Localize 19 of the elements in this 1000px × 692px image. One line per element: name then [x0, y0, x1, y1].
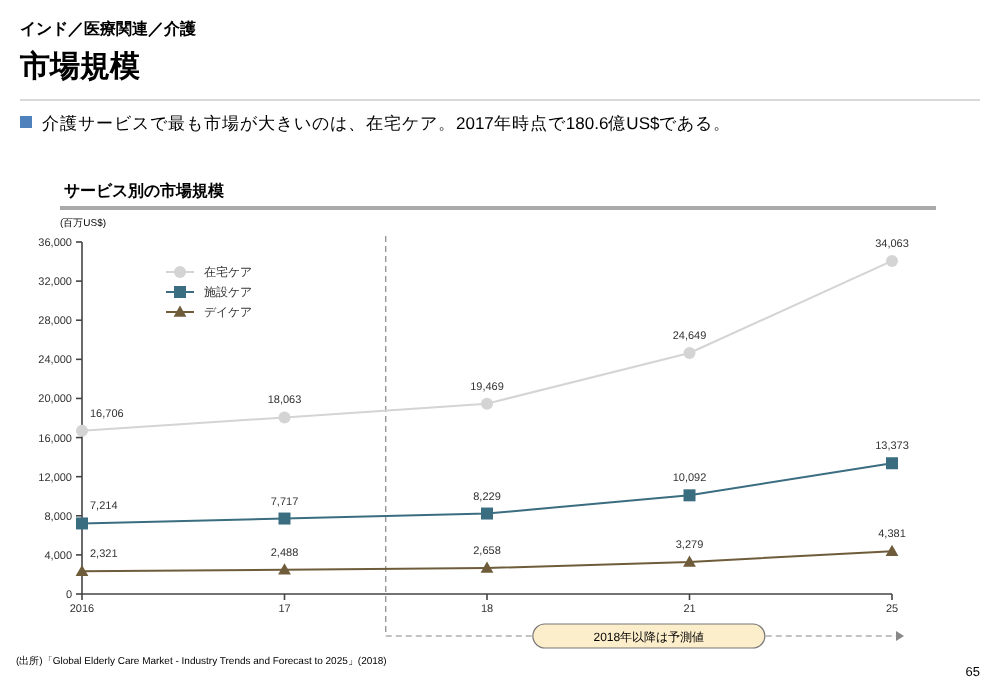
point — [683, 346, 696, 359]
point — [683, 489, 696, 502]
chart-title: 市場規模 — [18, 48, 142, 84]
point — [278, 563, 291, 575]
point — [480, 561, 494, 573]
chart-subtitle: 介護サービスで最も市場が大きいのは、在宅ケア。2017年時点で180.6億US$である。 — [42, 113, 732, 133]
point — [885, 544, 899, 556]
text: サービス別の市場規模 — [64, 180, 226, 200]
point — [76, 517, 88, 530]
point — [481, 397, 493, 410]
point — [683, 555, 696, 567]
text: インド／医療関連／介護 — [20, 18, 196, 38]
point — [278, 512, 291, 525]
point — [886, 254, 898, 267]
point — [75, 564, 89, 577]
point — [278, 411, 291, 424]
point — [886, 457, 898, 470]
point — [481, 507, 493, 520]
point — [76, 424, 88, 437]
